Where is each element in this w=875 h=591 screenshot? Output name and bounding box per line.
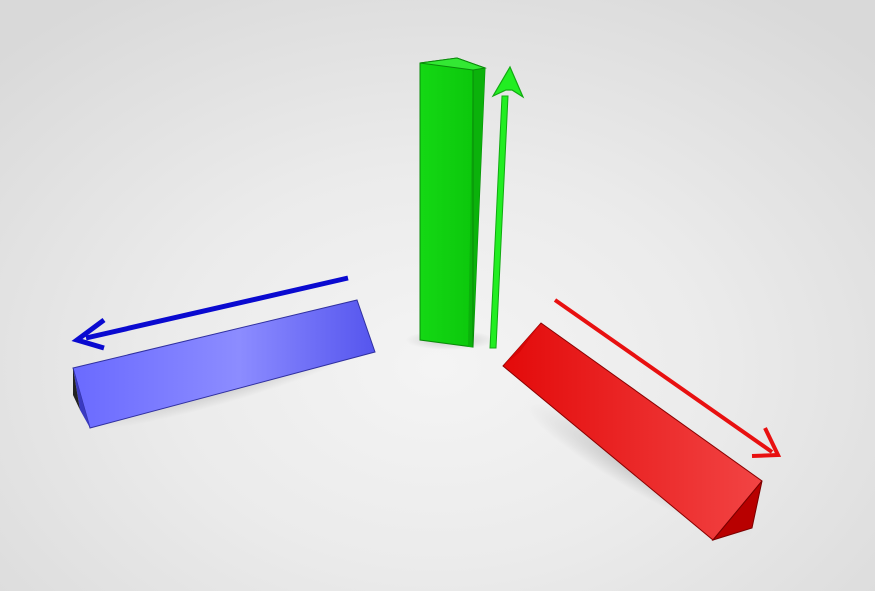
x-axis-arrow: [553, 298, 782, 458]
z-axis-arrow: [71, 275, 349, 351]
green-y-prism: [419, 57, 487, 348]
blue-z-prism: [72, 299, 376, 429]
red-x-prism: [502, 322, 763, 541]
y-axis-arrow: [489, 65, 525, 349]
